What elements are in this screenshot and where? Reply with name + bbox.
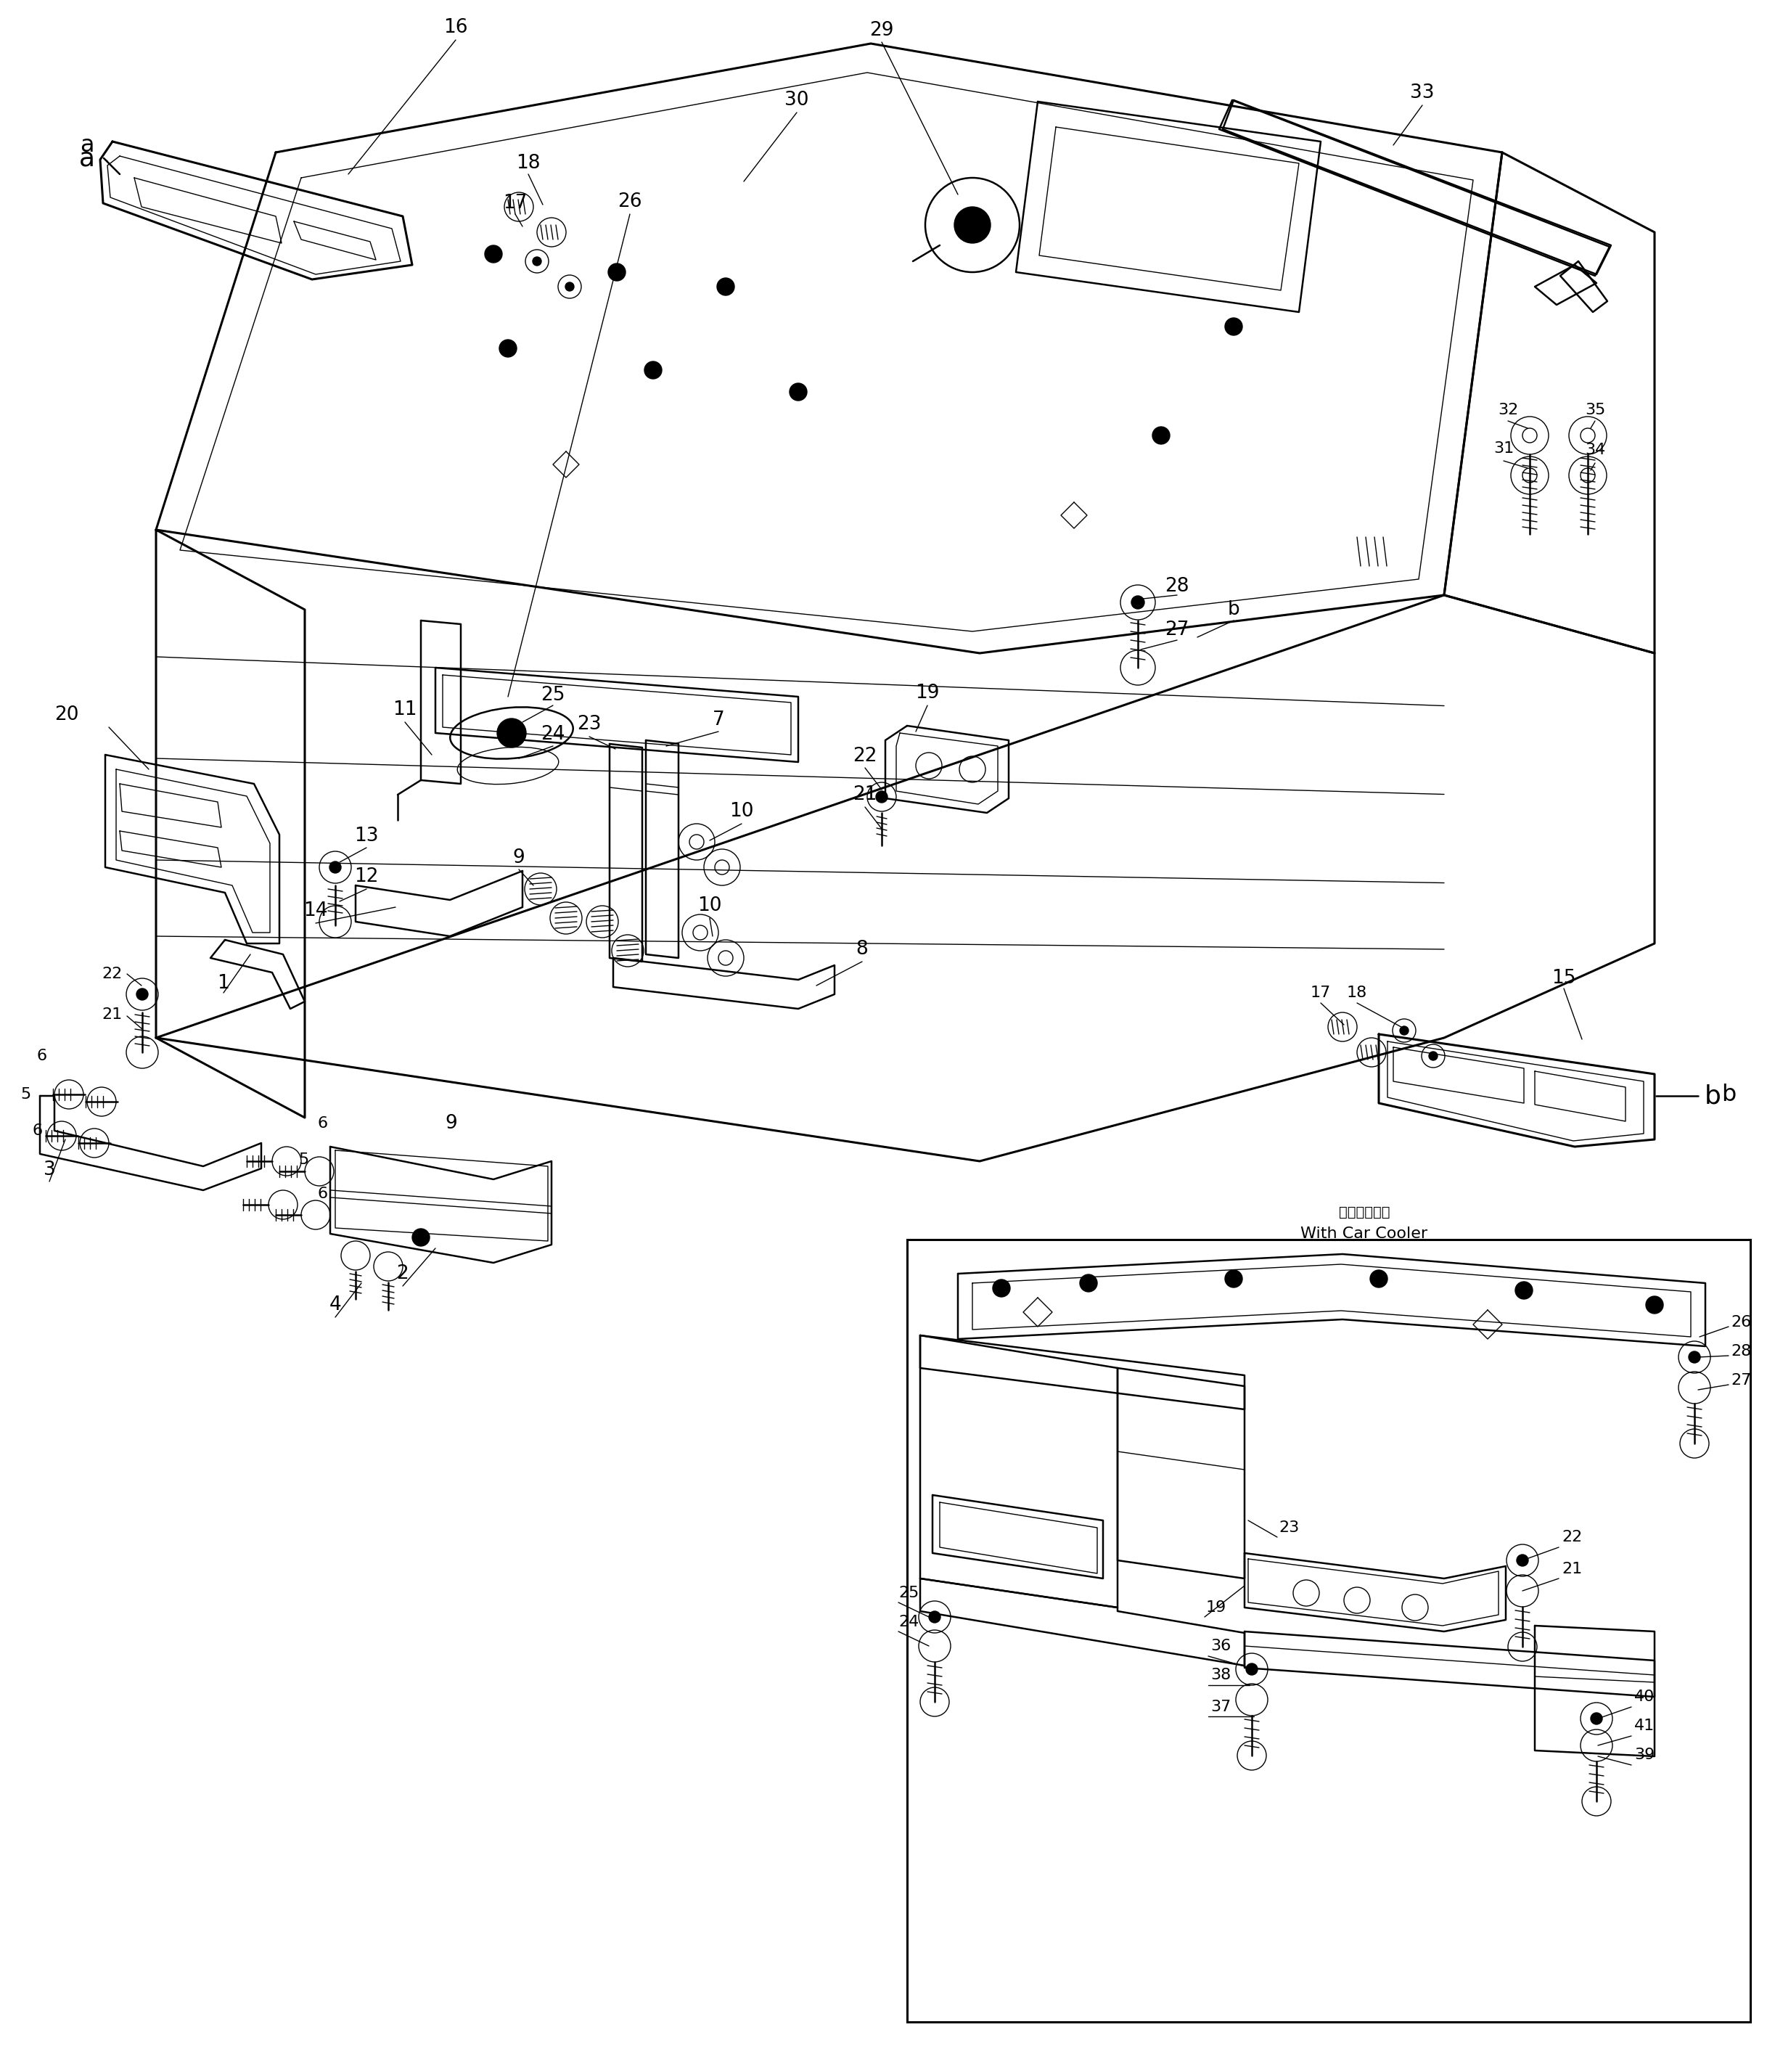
Circle shape [497, 719, 525, 748]
Text: 12: 12 [355, 868, 378, 887]
Circle shape [485, 244, 502, 263]
Text: 25: 25 [541, 686, 564, 704]
Text: 38: 38 [1211, 1668, 1230, 1682]
Text: a: a [80, 135, 94, 155]
Circle shape [1429, 1053, 1438, 1061]
Text: 2: 2 [396, 1264, 408, 1283]
Text: 13: 13 [355, 827, 378, 845]
Text: 19: 19 [1205, 1600, 1227, 1614]
Circle shape [1246, 1664, 1258, 1674]
Text: 7: 7 [712, 711, 724, 729]
Bar [907, 1239, 1750, 2022]
Text: 26: 26 [618, 193, 643, 211]
Text: 18: 18 [1347, 986, 1367, 1001]
Circle shape [137, 988, 147, 1001]
Text: 34: 34 [1585, 443, 1605, 458]
Text: 27: 27 [1731, 1374, 1752, 1388]
Text: 28: 28 [1164, 576, 1189, 597]
Text: b: b [1722, 1084, 1736, 1106]
Text: 21: 21 [852, 785, 877, 804]
Text: 39: 39 [1635, 1747, 1654, 1761]
Text: 18: 18 [517, 153, 540, 172]
Text: 25: 25 [898, 1585, 919, 1600]
Circle shape [564, 282, 573, 290]
Text: 10: 10 [698, 897, 722, 916]
Text: 28: 28 [1731, 1345, 1752, 1359]
Text: 20: 20 [55, 704, 78, 725]
Circle shape [1645, 1297, 1663, 1314]
Text: 23: 23 [1278, 1521, 1299, 1535]
Text: 22: 22 [1562, 1529, 1582, 1544]
Text: 21: 21 [1562, 1562, 1582, 1577]
Circle shape [1225, 317, 1242, 336]
Circle shape [1225, 1270, 1242, 1287]
Text: b: b [1228, 601, 1239, 620]
Text: With Car Cooler: With Car Cooler [1301, 1227, 1427, 1241]
Text: 37: 37 [1211, 1699, 1230, 1714]
Circle shape [1079, 1274, 1097, 1291]
Text: 31: 31 [1493, 441, 1514, 456]
Circle shape [790, 383, 808, 400]
Text: 11: 11 [392, 700, 417, 719]
Text: 5: 5 [298, 1152, 309, 1167]
Text: 4: 4 [328, 1295, 341, 1314]
Circle shape [1516, 1554, 1528, 1566]
Circle shape [717, 278, 735, 296]
Text: 22: 22 [103, 968, 122, 982]
Text: 36: 36 [1211, 1639, 1230, 1653]
Text: 33: 33 [1409, 83, 1434, 102]
Text: 9: 9 [446, 1115, 458, 1133]
Text: 32: 32 [1498, 402, 1518, 416]
Circle shape [1400, 1026, 1409, 1034]
Text: 6: 6 [318, 1117, 328, 1131]
Circle shape [955, 207, 990, 242]
Text: 21: 21 [103, 1007, 122, 1021]
Text: 22: 22 [852, 746, 877, 767]
Circle shape [532, 257, 541, 265]
Text: 9: 9 [513, 847, 525, 868]
Text: 35: 35 [1585, 402, 1605, 416]
Circle shape [875, 792, 888, 802]
Text: 1: 1 [217, 974, 229, 992]
Text: 41: 41 [1635, 1718, 1654, 1732]
Text: 10: 10 [730, 802, 754, 821]
Circle shape [1516, 1283, 1532, 1299]
Circle shape [499, 340, 517, 356]
Text: 15: 15 [1551, 970, 1576, 988]
Text: a: a [80, 145, 96, 170]
Circle shape [412, 1229, 430, 1245]
Text: 26: 26 [1731, 1316, 1752, 1330]
Text: 16: 16 [444, 19, 469, 37]
Text: 29: 29 [870, 21, 895, 39]
Text: 30: 30 [785, 91, 809, 110]
Text: カークーラ付: カークーラ付 [1338, 1206, 1390, 1218]
Circle shape [1370, 1270, 1388, 1287]
Circle shape [1152, 427, 1170, 443]
Text: b: b [1704, 1084, 1722, 1109]
Circle shape [1688, 1351, 1700, 1363]
Text: 6: 6 [318, 1187, 328, 1202]
Text: 40: 40 [1635, 1689, 1654, 1703]
Text: 6: 6 [32, 1123, 43, 1138]
Text: 6: 6 [37, 1048, 48, 1063]
Circle shape [330, 862, 341, 872]
Circle shape [992, 1280, 1010, 1297]
Text: 19: 19 [916, 684, 939, 702]
Text: 17: 17 [502, 195, 527, 213]
Text: 23: 23 [577, 715, 602, 733]
Text: 5: 5 [20, 1088, 30, 1102]
Text: 24: 24 [898, 1614, 919, 1629]
Text: 8: 8 [856, 941, 868, 959]
Text: 14: 14 [304, 901, 328, 920]
Text: 3: 3 [43, 1160, 55, 1179]
Circle shape [1131, 597, 1145, 609]
Circle shape [928, 1612, 941, 1622]
Circle shape [609, 263, 625, 282]
Text: 24: 24 [541, 725, 564, 744]
Circle shape [644, 361, 662, 379]
Text: 27: 27 [1164, 620, 1189, 640]
Text: 17: 17 [1310, 986, 1331, 1001]
Circle shape [1590, 1714, 1603, 1724]
